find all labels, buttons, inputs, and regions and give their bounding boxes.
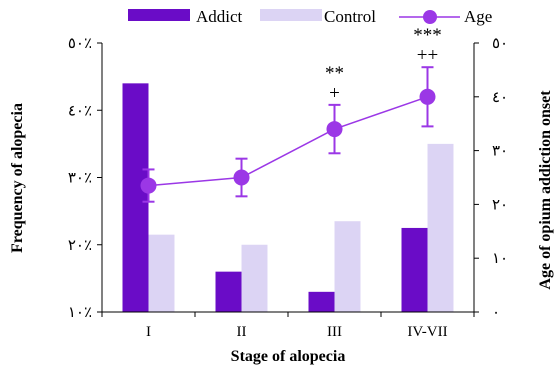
y-left-tick-label-1: ٢٠٪ [68, 238, 92, 254]
bar-addict-0 [122, 83, 149, 312]
bar-control-2 [334, 221, 361, 312]
legend-swatch-control [260, 9, 322, 21]
y-right-tick-label-0: ٠ [492, 305, 500, 321]
y-axis-right-title: Age of opium addiction onset [537, 90, 554, 290]
y-left-tick-label-3: ٤٠٪ [68, 103, 92, 119]
x-tick-label-3: IV-VII [407, 324, 447, 340]
age-point-2 [326, 121, 343, 138]
significance-marker-1-0: *** [413, 25, 442, 46]
legend: Addict Control Age [128, 7, 492, 26]
age-point-1 [233, 169, 250, 186]
legend-swatch-addict [128, 9, 190, 21]
bar-addict-3 [401, 227, 428, 312]
bar-addict-1 [215, 271, 242, 312]
y-right-tick-label-1: ١٠ [492, 251, 508, 267]
y-left-tick-label-0: ١٠٪ [68, 305, 92, 321]
x-tick-label-1: II [237, 324, 247, 340]
significance-marker-0-0: ** [325, 63, 344, 84]
y-right-tick-label-4: ٤٠ [492, 90, 508, 106]
legend-label-age: Age [464, 7, 492, 26]
y-right-tick-label-5: ٥٠ [492, 36, 508, 52]
bar-control-0 [148, 234, 175, 312]
y-right-tick-label-2: ٢٠ [492, 197, 508, 213]
y-axis-left-title: Frequency of alopecia [9, 103, 26, 253]
significance-marker-1-1: ++ [417, 45, 438, 66]
x-tick-label-2: III [327, 324, 342, 340]
bar-control-1 [241, 244, 268, 312]
x-tick-label-0: I [146, 324, 151, 340]
significance-marker-0-1: + [329, 83, 340, 104]
legend-label-control: Control [324, 7, 376, 26]
y-left-tick-label-2: ٣٠٪ [68, 171, 92, 187]
bar-control-3 [427, 143, 454, 312]
age-point-0 [140, 177, 157, 194]
age-line [148, 96, 428, 187]
legend-label-addict: Addict [196, 7, 243, 26]
legend-marker-age [423, 10, 437, 24]
x-axis-title: Stage of alopecia [231, 348, 346, 365]
y-left-tick-label-4: ٥٠٪ [68, 36, 92, 52]
y-right-tick-label-3: ٣٠ [492, 144, 508, 160]
bar-addict-2 [308, 291, 335, 312]
age-point-3 [419, 88, 436, 105]
plot-area [122, 66, 454, 312]
